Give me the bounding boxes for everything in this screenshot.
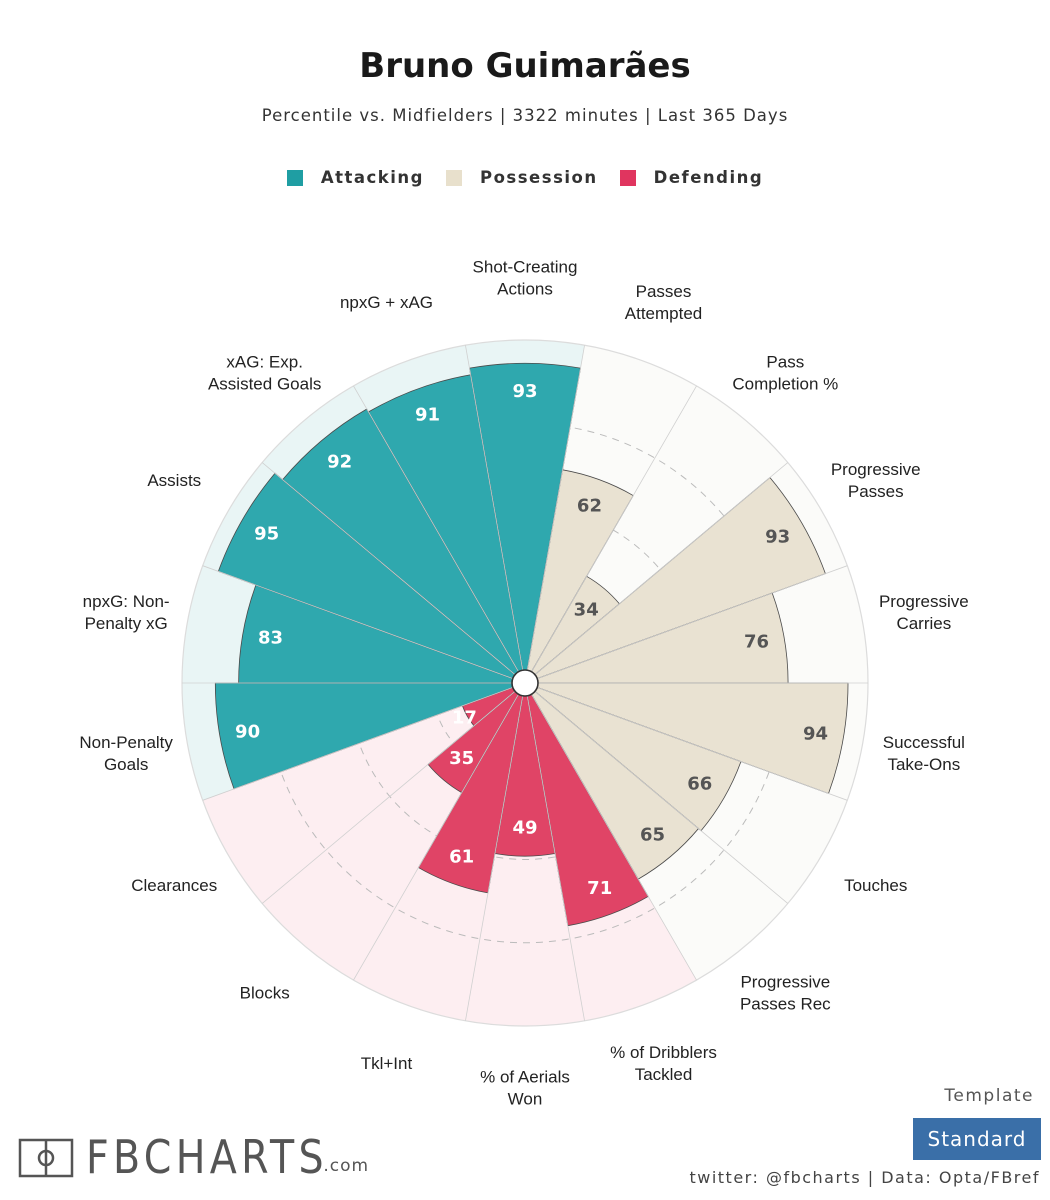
spoke bbox=[465, 692, 524, 1021]
spoke bbox=[353, 691, 521, 981]
category-label: npxG + xAG bbox=[340, 293, 433, 312]
bar-value-label: 35 bbox=[449, 748, 474, 769]
spoke bbox=[465, 345, 524, 674]
bar-value-label: 92 bbox=[327, 452, 352, 473]
legend-item-attacking: Attacking bbox=[286, 168, 424, 187]
bar-value-label: 90 bbox=[235, 721, 260, 742]
category-label: Tkl+Int bbox=[361, 1054, 413, 1073]
legend-swatch-possession bbox=[445, 169, 462, 186]
spoke bbox=[353, 385, 521, 675]
spoke bbox=[534, 565, 848, 680]
category-label: npxG: Non-Penalty xG bbox=[83, 592, 170, 633]
spoke bbox=[532, 462, 789, 677]
category-label: xAG: Exp. Assisted Goals bbox=[208, 352, 321, 393]
category-label: Passes Attempted bbox=[625, 282, 703, 323]
bar-value-label: 93 bbox=[512, 381, 537, 402]
bar-value-label: 83 bbox=[258, 628, 283, 649]
chart-title: Bruno Guimarães bbox=[359, 46, 691, 86]
legend-label-defending: Defending bbox=[653, 168, 764, 187]
brand-logo: FBCHARTS .com bbox=[18, 1130, 370, 1184]
spoke bbox=[261, 689, 518, 904]
legend-swatch-defending bbox=[619, 169, 636, 186]
bar-value-label: 91 bbox=[415, 405, 440, 426]
category-label: % of Aerials Won bbox=[480, 1068, 570, 1109]
spoke bbox=[261, 462, 518, 677]
category-label: Shot-Creating Actions bbox=[473, 258, 578, 299]
spoke bbox=[526, 345, 585, 674]
spoke bbox=[529, 385, 697, 675]
category-label: Progressive Passes bbox=[831, 460, 921, 501]
legend-label-possession: Possession bbox=[479, 168, 598, 187]
category-label: Assists bbox=[147, 471, 201, 490]
legend-item-possession: Possession bbox=[445, 168, 598, 187]
chart-subtitle: Percentile vs. Midfielders | 3322 minute… bbox=[261, 106, 789, 125]
category-label: Progressive Carries bbox=[879, 592, 969, 633]
bar-value-label: 62 bbox=[577, 495, 602, 516]
category-label: Clearances bbox=[131, 876, 217, 895]
spoke bbox=[534, 686, 848, 801]
category-label: Blocks bbox=[240, 984, 290, 1003]
bar-value-label: 66 bbox=[687, 773, 712, 794]
pitch-icon bbox=[18, 1138, 74, 1178]
legend-label-attacking: Attacking bbox=[320, 168, 424, 187]
brand-name: FBCHARTS bbox=[86, 1130, 328, 1184]
bar-value-label: 93 bbox=[765, 527, 790, 548]
category-label: Touches bbox=[844, 876, 907, 895]
category-label: Successful Take-Ons bbox=[883, 733, 965, 774]
category-label: Progressive Passes Rec bbox=[740, 973, 831, 1014]
bar-value-label: 34 bbox=[574, 600, 599, 621]
template-label: Template bbox=[944, 1086, 1034, 1106]
legend-swatch-attacking bbox=[286, 169, 303, 186]
bar-value-label: 65 bbox=[640, 825, 665, 846]
bar-value-label: 94 bbox=[803, 724, 828, 745]
credits: twitter: @fbcharts | Data: Opta/FBref bbox=[689, 1168, 1040, 1187]
brand-suffix: .com bbox=[323, 1156, 370, 1176]
spoke bbox=[202, 565, 516, 680]
spoke bbox=[532, 689, 789, 904]
bar-value-label: 17 bbox=[452, 708, 477, 729]
category-label: Non-Penalty Goals bbox=[79, 733, 173, 774]
spoke bbox=[529, 691, 697, 981]
category-label: Pass Completion % bbox=[732, 352, 838, 393]
wedge-background bbox=[202, 686, 518, 904]
spoke bbox=[202, 686, 516, 801]
bar-value-label: 61 bbox=[449, 846, 474, 867]
bar-value-label: 76 bbox=[744, 632, 769, 653]
legend-item-defending: Defending bbox=[619, 168, 764, 187]
bar-value-label: 49 bbox=[512, 818, 537, 839]
bar-value-label: 71 bbox=[587, 878, 612, 899]
template-standard-button[interactable]: Standard bbox=[913, 1118, 1041, 1160]
bar-value-label: 95 bbox=[254, 523, 279, 544]
legend: Attacking Possession Defending bbox=[0, 168, 1050, 187]
category-label: % of Dribblers Tackled bbox=[610, 1043, 717, 1084]
spoke bbox=[526, 692, 585, 1021]
center-hole bbox=[511, 669, 539, 697]
